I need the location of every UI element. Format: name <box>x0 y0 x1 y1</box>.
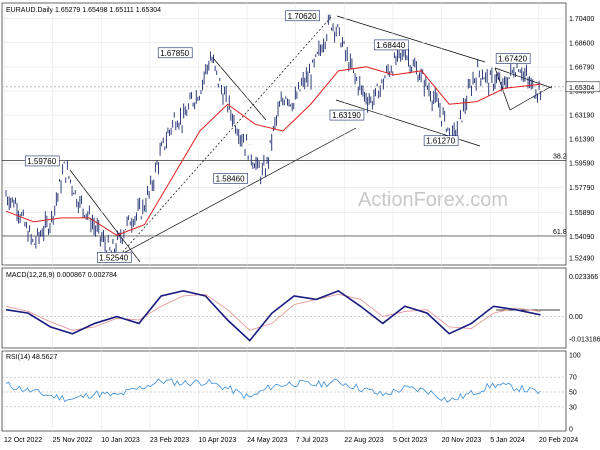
price-tick-label: 1.68600 <box>569 40 594 47</box>
rsi-tick-label: 50 <box>569 390 577 397</box>
macd-line <box>5 289 541 342</box>
price-tick-label: 1.66790 <box>569 64 594 71</box>
price-annotation-box <box>373 39 409 51</box>
trendline-upper <box>336 15 486 63</box>
rsi-panel-frame <box>1 350 567 432</box>
price-annotation-box <box>285 10 320 22</box>
price-annotation-box <box>96 252 132 263</box>
moving-average-line <box>5 66 541 236</box>
price-tick-label: 1.61390 <box>569 137 594 144</box>
fib-label: 61.8 <box>553 229 567 236</box>
macd-header: MACD(12,26,9) 0.000867 0.002784 <box>6 272 117 279</box>
last-price-box <box>565 81 600 93</box>
rsi-tick-label: 0 <box>569 427 573 434</box>
price-panel-frame <box>1 2 567 266</box>
price-annotation-box <box>24 155 60 167</box>
x-tick-label: 24 May 2023 <box>247 437 288 444</box>
rsi-tick-label: 30 <box>569 404 577 411</box>
trendline-dotted <box>119 15 333 256</box>
price-tick-label: 1.59590 <box>569 161 594 168</box>
price-annotation: 1.68440 <box>376 41 405 50</box>
price-annotation: 1.52540 <box>99 253 128 262</box>
x-tick-label: 7 Jul 2023 <box>296 437 328 444</box>
price-annotation: 1.59760 <box>27 157 56 166</box>
price-annotation: 1.58460 <box>216 174 245 183</box>
trendline-support <box>119 127 357 256</box>
price-annotation: 1.63190 <box>332 111 361 120</box>
x-tick-label: 20 Nov 2023 <box>442 437 482 444</box>
x-tick-label: 25 Nov 2022 <box>53 437 93 444</box>
x-tick-label: 12 Oct 2022 <box>4 437 42 444</box>
price-tick-label: 1.54090 <box>569 234 594 241</box>
price-annotation: 1.67420 <box>498 55 527 64</box>
price-tick-label: 1.57790 <box>569 185 594 192</box>
price-annotation: 1.70620 <box>288 12 317 21</box>
trendline-c2 <box>212 57 267 121</box>
price-annotation-box <box>213 173 248 184</box>
price-annotation-box <box>495 53 531 64</box>
x-tick-label: 10 Jan 2023 <box>101 437 140 444</box>
macd-tick-label: 0.00 <box>569 314 583 321</box>
price-tick-label: 1.63190 <box>569 113 594 120</box>
price-tick-label: 1.55890 <box>569 210 594 217</box>
x-tick-label: 20 Feb 2024 <box>539 437 578 444</box>
x-tick-label: 5 Jan 2024 <box>490 437 525 444</box>
price-annotation-box <box>157 47 193 59</box>
price-annotation: 1.67850 <box>160 49 189 58</box>
rsi-tick-label: 100 <box>569 353 581 360</box>
x-tick-label: 22 Aug 2023 <box>344 437 383 444</box>
watermark: ActionForex.com <box>358 189 508 211</box>
price-annotation: 1.61270 <box>426 137 455 146</box>
triangle-lower <box>509 85 553 111</box>
x-tick-label: 23 Feb 2023 <box>150 437 189 444</box>
price-annotation-box <box>423 135 459 147</box>
macd-signal-line <box>5 293 541 331</box>
macd-tick-label: -0.013186 <box>569 337 600 344</box>
trendline-c1 <box>69 169 141 263</box>
x-tick-label: 5 Oct 2023 <box>393 437 427 444</box>
x-tick-label: 10 Apr 2023 <box>198 437 236 444</box>
macd-tick-label: 0.023366 <box>569 274 598 281</box>
rsi-tick-label: 70 <box>569 375 577 382</box>
price-annotation-box <box>329 109 365 121</box>
price-tick-label: 1.52490 <box>569 256 594 263</box>
rsi-line <box>5 378 541 403</box>
last-price-label: 1.65304 <box>569 85 594 92</box>
rsi-header: RSI(14) 48.5627 <box>6 354 57 361</box>
fib-label: 38.2 <box>553 153 567 160</box>
macd-panel-frame <box>1 267 567 349</box>
price-tick-label: 1.70400 <box>569 16 594 23</box>
price-header: EURAUD.Daily 1.65279 1.65498 1.65111 1.6… <box>6 7 161 14</box>
